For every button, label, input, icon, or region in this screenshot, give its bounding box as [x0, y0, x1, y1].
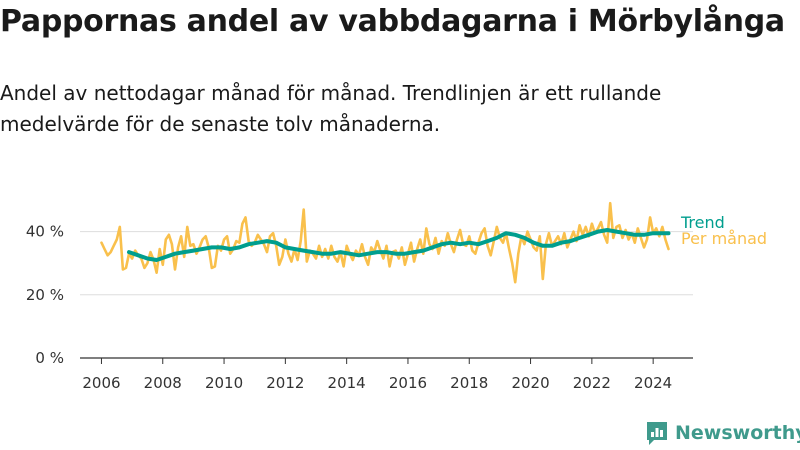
- y-axis-ticks: 0 % 20 % 40 %: [26, 223, 64, 367]
- x-tick-label: 2014: [328, 374, 366, 392]
- legend-trend: Trend: [680, 213, 725, 232]
- x-tick-label: 2006: [82, 374, 120, 392]
- series-trend-line: [127, 228, 671, 262]
- series-per-manad-line: [100, 201, 670, 284]
- legend-per-manad: Per månad: [681, 229, 767, 248]
- y-tick-label: 20 %: [26, 286, 64, 304]
- x-tick-label: 2012: [266, 374, 304, 392]
- x-tick-label: 2022: [573, 374, 611, 392]
- x-tick-label: 2016: [389, 374, 427, 392]
- x-tick-label: 2024: [634, 374, 672, 392]
- x-tick-label: 2010: [205, 374, 243, 392]
- brand-name: Newsworthy: [675, 422, 800, 444]
- page-title: Pappornas andel av vabbdagarna i Mörbylå…: [0, 4, 785, 39]
- x-tick-label: 2018: [450, 374, 488, 392]
- x-tick-label: 2020: [511, 374, 549, 392]
- newsworthy-logo-icon: [647, 422, 667, 445]
- y-tick-label: 0 %: [35, 349, 64, 367]
- chart-subtitle: Andel av nettodagar månad för månad. Tre…: [0, 81, 662, 136]
- x-axis: 2006 2008 2010 2012 2014 2016 2018 2020 2022 2024: [82, 358, 672, 392]
- y-tick-label: 40 %: [26, 223, 64, 241]
- series-layer: [100, 201, 671, 284]
- brand-logo: Newsworthy: [645, 420, 800, 446]
- x-tick-label: 2008: [144, 374, 182, 392]
